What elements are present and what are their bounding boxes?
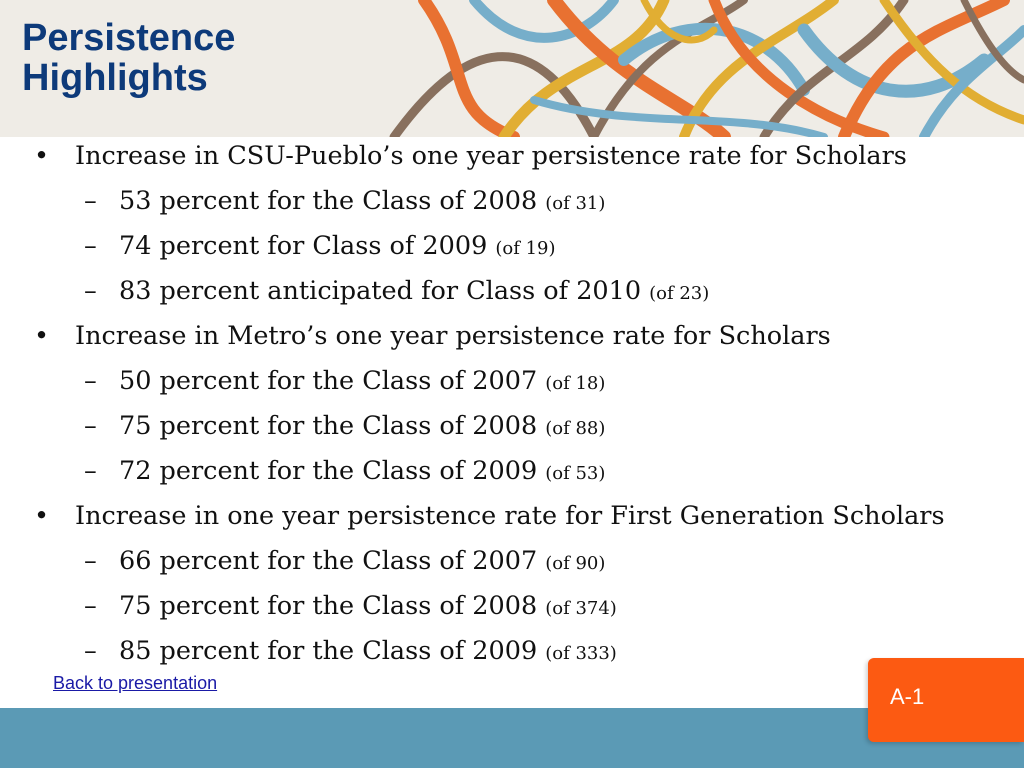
bullet-dot-icon: • (34, 321, 50, 351)
sub-item-note: (of 88) (545, 418, 606, 439)
bullet-text: Increase in one year persistence rate fo… (75, 501, 945, 531)
decorative-ribbons-art (389, 0, 1024, 137)
bullet-text: Increase in CSU-Pueblo’s one year persis… (75, 141, 907, 171)
sub-item-note: (of 333) (545, 643, 617, 664)
sub-item-note: (of 31) (545, 193, 606, 214)
sub-item-text: 72 percent for the Class of 2009 (119, 456, 538, 486)
sub-item: – 83 percent anticipated for Class of 20… (30, 269, 1000, 314)
back-to-presentation-link[interactable]: Back to presentation (53, 673, 218, 693)
sub-item: – 53 percent for the Class of 2008 (of 3… (30, 179, 1000, 224)
sub-item-text: 75 percent for the Class of 2008 (119, 591, 538, 621)
sub-item: – 85 percent for the Class of 2009 (of 3… (30, 629, 1000, 674)
sub-item-text: 83 percent anticipated for Class of 2010 (119, 276, 642, 306)
slide-header: Persistence Highlights (0, 0, 1024, 137)
sub-item: – 75 percent for the Class of 2008 (of 3… (30, 584, 1000, 629)
dash-icon: – (84, 591, 97, 621)
bullet-item: • Increase in one year persistence rate … (30, 494, 1000, 539)
dash-icon: – (84, 636, 97, 666)
dash-icon: – (84, 276, 97, 306)
sub-item-text: 50 percent for the Class of 2007 (119, 366, 538, 396)
sub-item-text: 85 percent for the Class of 2009 (119, 636, 538, 666)
sub-item-text: 74 percent for Class of 2009 (119, 231, 488, 261)
slide-number-badge: A-1 (868, 658, 1024, 742)
sub-item-note: (of 90) (545, 553, 606, 574)
sub-item-note: (of 374) (545, 598, 617, 619)
slide-title: Persistence Highlights (22, 18, 235, 98)
sub-item: – 66 percent for the Class of 2007 (of 9… (30, 539, 1000, 584)
sub-item-note: (of 23) (649, 283, 710, 304)
bullet-list: • Increase in CSU-Pueblo’s one year pers… (30, 134, 1000, 674)
badge-label: A-1 (890, 684, 925, 709)
sub-item-note: (of 53) (545, 463, 606, 484)
bullet-dot-icon: • (34, 141, 50, 171)
sub-item: – 50 percent for the Class of 2007 (of 1… (30, 359, 1000, 404)
title-line-2: Highlights (22, 57, 208, 99)
sub-item-note: (of 18) (545, 373, 606, 394)
sub-item-text: 66 percent for the Class of 2007 (119, 546, 538, 576)
sub-item-note: (of 19) (495, 238, 556, 259)
bullet-item: • Increase in CSU-Pueblo’s one year pers… (30, 134, 1000, 179)
dash-icon: – (84, 231, 97, 261)
title-line-1: Persistence (22, 17, 236, 59)
dash-icon: – (84, 546, 97, 576)
footer-bar (0, 708, 1024, 768)
sub-item: – 75 percent for the Class of 2008 (of 8… (30, 404, 1000, 449)
sub-item-text: 75 percent for the Class of 2008 (119, 411, 538, 441)
dash-icon: – (84, 456, 97, 486)
bullet-item: • Increase in Metro’s one year persisten… (30, 314, 1000, 359)
dash-icon: – (84, 186, 97, 216)
sub-item: – 74 percent for Class of 2009 (of 19) (30, 224, 1000, 269)
dash-icon: – (84, 366, 97, 396)
bullet-dot-icon: • (34, 501, 50, 531)
dash-icon: – (84, 411, 97, 441)
sub-item: – 72 percent for the Class of 2009 (of 5… (30, 449, 1000, 494)
sub-item-text: 53 percent for the Class of 2008 (119, 186, 538, 216)
bullet-text: Increase in Metro’s one year persistence… (75, 321, 831, 351)
